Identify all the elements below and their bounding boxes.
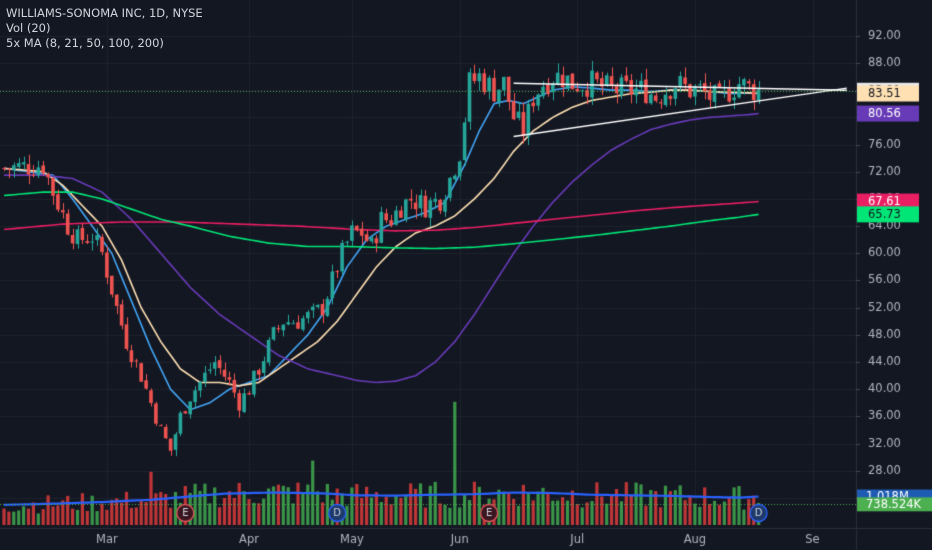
chart-legend: WILLIAMS-SONOMA INC, 1D, NYSE Vol (20) 5… <box>6 6 203 51</box>
symbol-title: WILLIAMS-SONOMA INC, 1D, NYSE <box>6 6 203 20</box>
moving-average-label: 5x MA (8, 21, 50, 100, 200) <box>6 36 164 50</box>
volume-indicator-label: Vol (20) <box>6 21 51 35</box>
